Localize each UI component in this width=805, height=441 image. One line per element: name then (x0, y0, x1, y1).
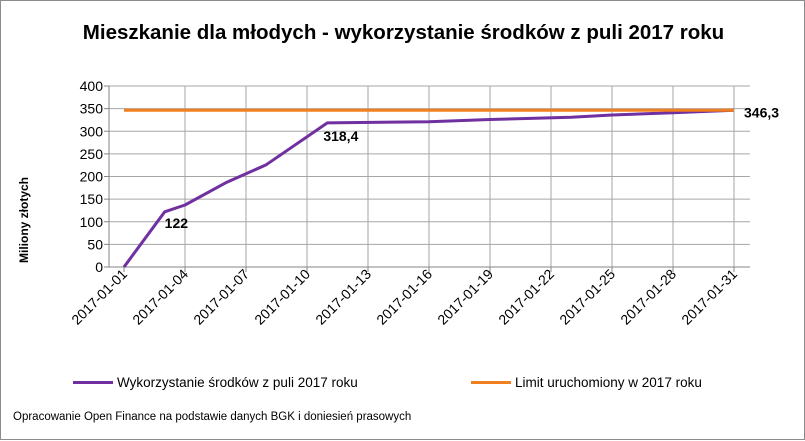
y-tick-label: 100 (80, 214, 104, 230)
y-tick-label: 150 (80, 191, 104, 207)
legend-swatch-usage (73, 381, 113, 384)
usage-series-line (122, 108, 735, 268)
legend: Wykorzystanie środków z puli 2017 roku L… (1, 375, 805, 395)
x-tick-label: 2017-01-10 (251, 266, 313, 328)
y-tick-label: 0 (95, 259, 103, 275)
legend-label-usage: Wykorzystanie środków z puli 2017 roku (117, 375, 358, 390)
y-tick-label: 350 (80, 101, 104, 117)
y-tick-label: 250 (80, 146, 104, 162)
x-tick-label: 2017-01-04 (129, 266, 191, 328)
source-note: Opracowanie Open Finance na podstawie da… (13, 411, 412, 423)
y-tick-label: 400 (80, 78, 104, 94)
y-tick-label: 300 (80, 123, 104, 139)
legend-swatch-limit (471, 381, 511, 384)
legend-item-limit: Limit uruchomiony w 2017 roku (471, 375, 702, 390)
legend-item-usage: Wykorzystanie środków z puli 2017 roku (73, 375, 358, 390)
x-tick-label: 2017-01-22 (495, 266, 557, 328)
data-label: 318,4 (323, 128, 358, 144)
data-label: 346,3 (744, 104, 779, 120)
data-label: 122 (165, 215, 189, 231)
x-tick-label: 2017-01-16 (373, 266, 435, 328)
x-tick-label: 2017-01-13 (312, 266, 374, 328)
x-tick-label: 2017-01-31 (678, 266, 740, 328)
x-tick-label: 2017-01-07 (190, 266, 252, 328)
chart-title: Mieszkanie dla młodych - wykorzystanie ś… (82, 21, 725, 44)
y-tick-label: 50 (87, 236, 103, 252)
legend-label-limit: Limit uruchomiony w 2017 roku (515, 375, 702, 390)
x-tick-label: 2017-01-19 (434, 266, 496, 328)
x-tick-label: 2017-01-25 (556, 266, 618, 328)
x-tick-label: 2017-01-28 (617, 266, 679, 328)
y-tick-label: 200 (80, 169, 104, 185)
